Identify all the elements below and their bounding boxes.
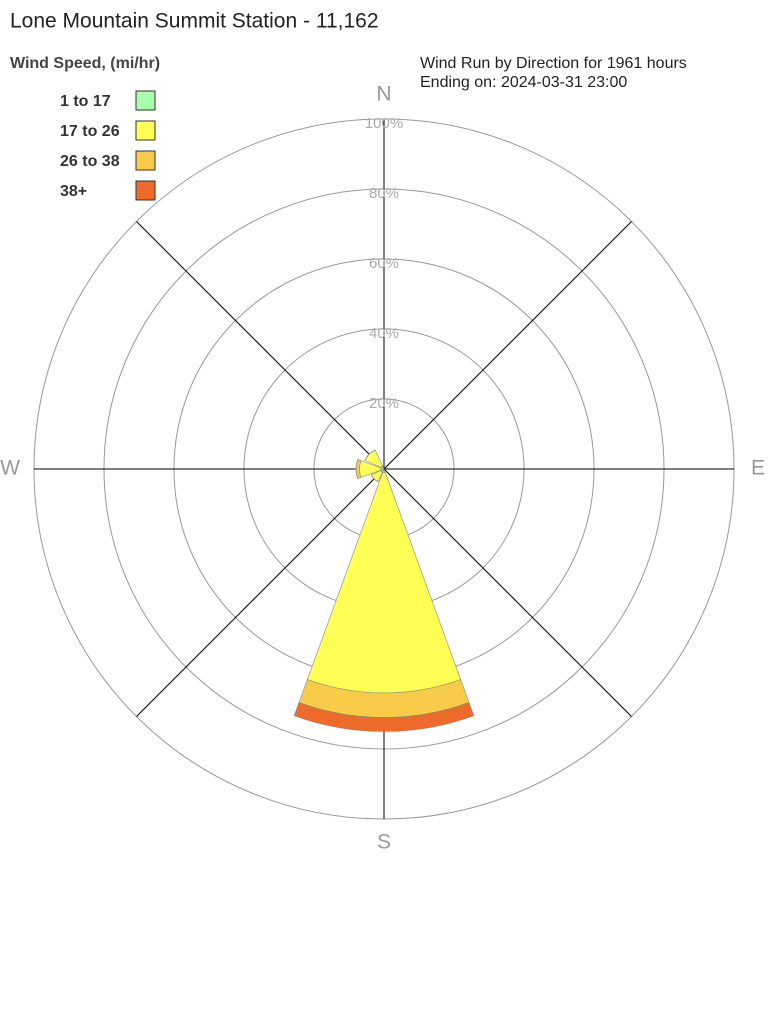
r-tick-label: 100% [365, 115, 403, 132]
sector [307, 471, 461, 694]
legend-swatch [135, 150, 156, 171]
direction-label: N [376, 83, 391, 106]
legend-label: 17 to 26 [60, 123, 120, 140]
chart-title: Lone Mountain Summit Station - 11,162 [10, 10, 379, 33]
r-tick-label: 40% [369, 325, 399, 342]
legend-swatch [135, 90, 156, 111]
r-tick-label: 20% [369, 395, 399, 412]
r-tick-label: 80% [369, 185, 399, 202]
subtitle: Wind Run by Direction for 1961 hours [420, 55, 687, 72]
legend-swatch [135, 180, 156, 201]
sector [293, 702, 475, 732]
r-tick-label: 60% [369, 255, 399, 272]
direction-label: W [0, 457, 20, 480]
legend-swatch [135, 120, 156, 141]
direction-label: E [751, 457, 765, 480]
legend-label: 1 to 17 [60, 93, 111, 110]
legend-title: Wind Speed, (mi/hr) [10, 55, 160, 72]
legend-label: 38+ [60, 183, 87, 200]
legend-label: 26 to 38 [60, 153, 120, 170]
sector [364, 449, 376, 461]
sector [371, 474, 379, 482]
subtitle: Ending on: 2024-03-31 23:00 [420, 74, 627, 91]
direction-label: S [377, 831, 391, 854]
